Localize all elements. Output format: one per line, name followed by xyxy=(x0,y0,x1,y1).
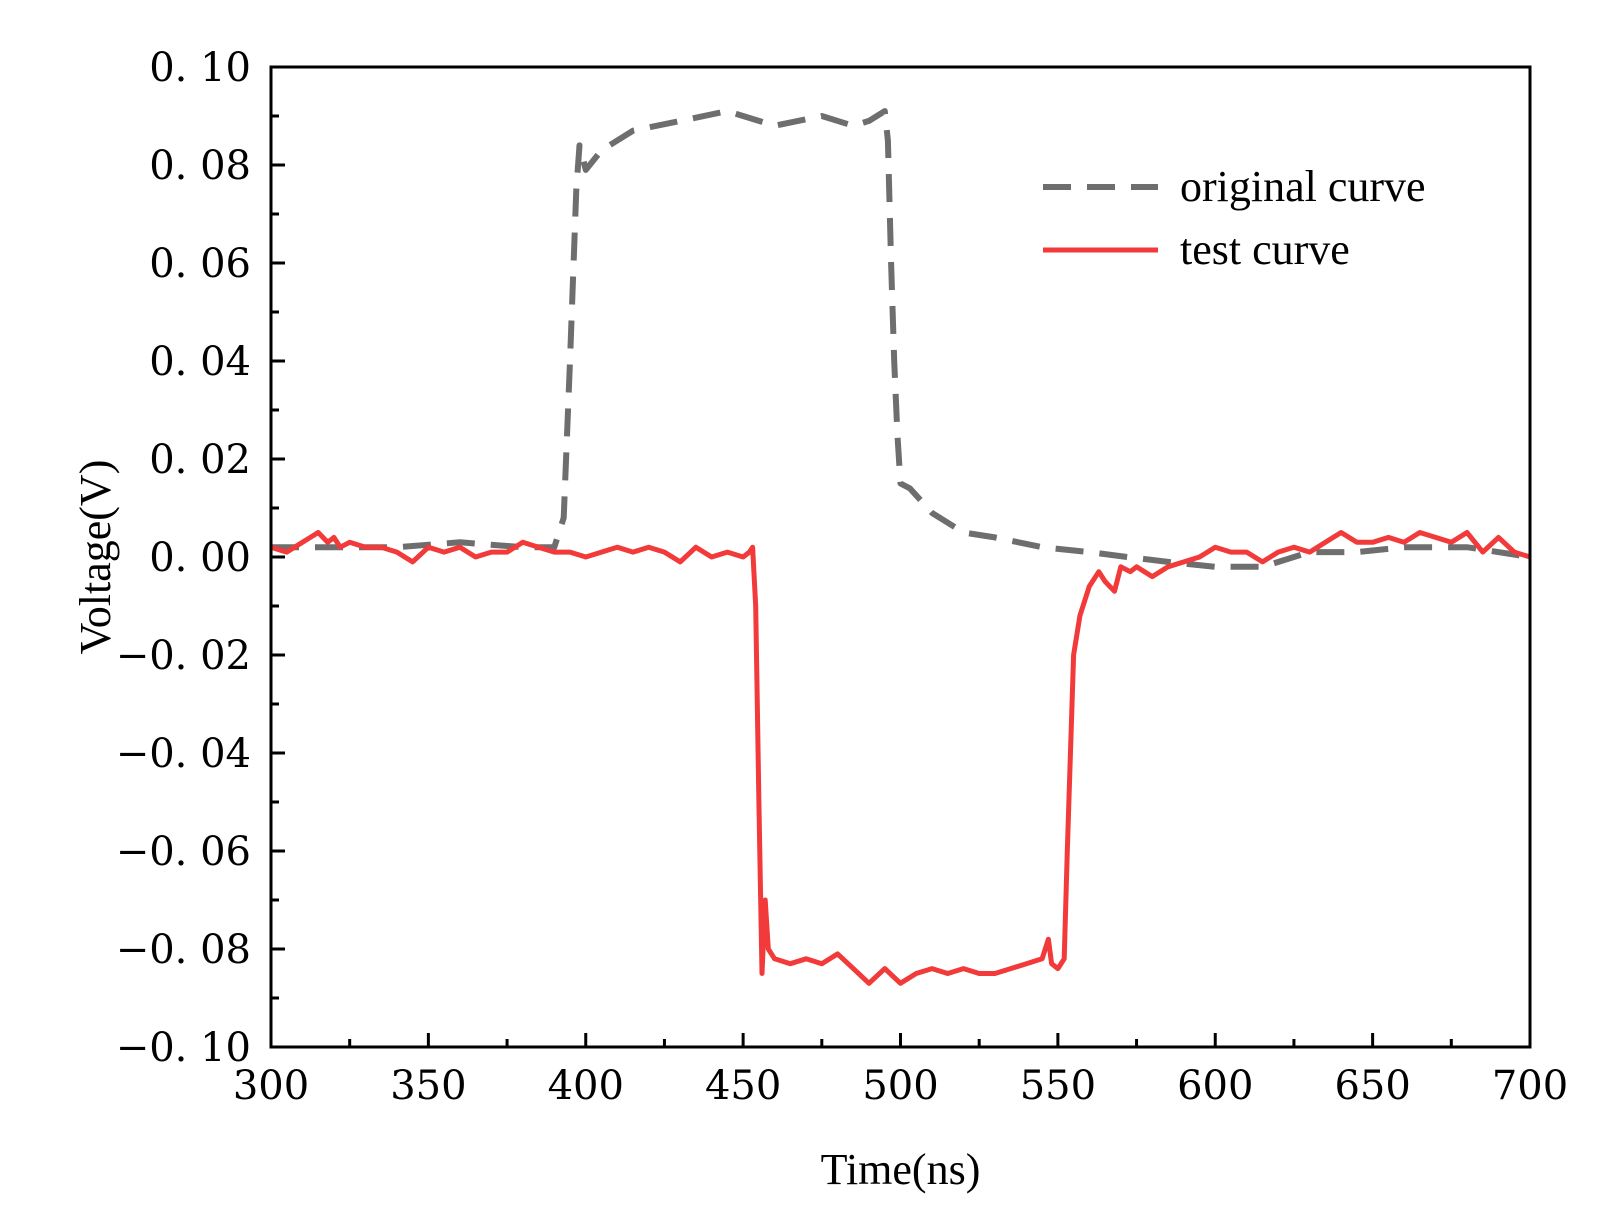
legend-label-test-curve: test curve xyxy=(1180,225,1350,274)
y-tick-label: 0. 04 xyxy=(149,339,251,385)
x-tick-label: 500 xyxy=(862,1063,938,1109)
y-tick-label: −0. 06 xyxy=(116,829,251,875)
series-line-test-curve xyxy=(271,530,1530,986)
y-tick-label: 0. 02 xyxy=(149,437,251,483)
y-tick-label: −0. 08 xyxy=(116,927,251,973)
plot-area xyxy=(271,108,1530,986)
legend-label-original-curve: original curve xyxy=(1180,162,1426,211)
x-tick-label: 700 xyxy=(1492,1063,1568,1109)
y-tick-label: 0. 00 xyxy=(149,535,251,581)
y-tick-label: 0. 08 xyxy=(149,143,251,189)
y-axis-ticks: 0. 10 0. 08 0. 06 0. 04 0. 02 0. 00 −0. 02 −0. … xyxy=(116,45,285,1071)
y-tick-label: −0. 04 xyxy=(116,731,251,777)
y-tick-label: −0. 02 xyxy=(116,633,251,679)
plot-frame xyxy=(269,65,1532,1049)
legend: original curve test curve xyxy=(1043,162,1426,274)
y-tick-label: 0. 06 xyxy=(149,241,251,287)
x-tick-label: 400 xyxy=(548,1063,624,1109)
x-tick-label: 450 xyxy=(705,1063,781,1109)
series-line-original-curve xyxy=(271,108,1530,570)
y-tick-label: 0. 10 xyxy=(149,45,251,91)
x-tick-label: 550 xyxy=(1020,1063,1096,1109)
x-tick-label: 350 xyxy=(390,1063,466,1109)
x-tick-label: 300 xyxy=(233,1063,309,1109)
x-axis-ticks: 300 350 400 450 500 550 600 650 700 xyxy=(233,1033,1568,1109)
x-tick-label: 650 xyxy=(1334,1063,1410,1109)
y-axis-title: Voltage(V) xyxy=(71,460,120,655)
x-axis-title: Time(ns) xyxy=(821,1145,981,1194)
y-tick-label: −0. 10 xyxy=(116,1025,251,1071)
x-tick-label: 600 xyxy=(1177,1063,1253,1109)
